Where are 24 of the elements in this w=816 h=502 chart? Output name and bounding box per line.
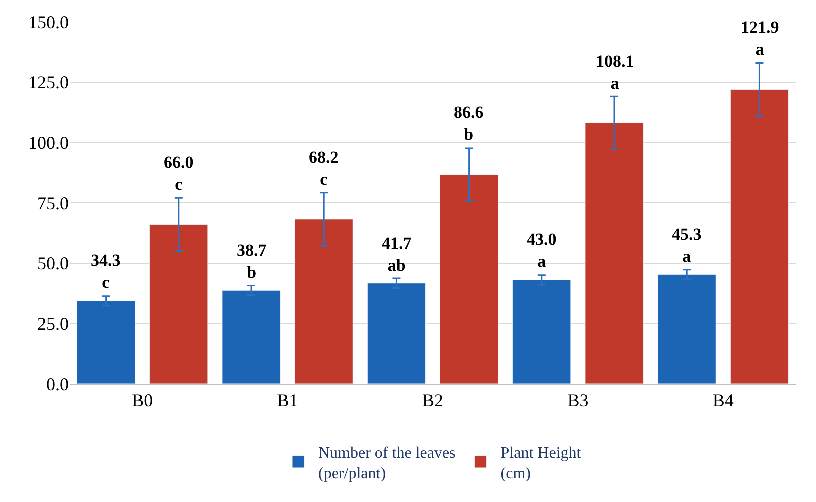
y-tick-label: 75.0 — [38, 193, 69, 214]
data-label: 34.3 c — [91, 251, 121, 292]
data-label: 66.0 c — [164, 153, 194, 194]
legend-label: Number of the leaves (per/plant) — [318, 444, 456, 483]
y-tick-label: 125.0 — [28, 72, 69, 93]
data-label: 41.7 ab — [382, 234, 412, 276]
data-label: 43.0 a — [527, 230, 557, 272]
x-tick-label: B1 — [277, 390, 298, 411]
data-label: 38.7 b — [237, 241, 268, 282]
x-tick-label: B4 — [712, 390, 734, 411]
y-tick-label: 0.0 — [46, 374, 69, 394]
legend-label: Plant Height (cm) — [500, 444, 582, 483]
y-tick-label: 25.0 — [38, 314, 69, 334]
x-tick-label: B3 — [568, 390, 589, 411]
y-tick-label: 50.0 — [38, 254, 69, 274]
y-tick-label: 100.0 — [28, 132, 69, 153]
y-tick-label: 150.0 — [28, 12, 69, 32]
data-label: 86.6 b — [454, 103, 484, 144]
data-label: 45.3 a — [672, 225, 702, 266]
x-tick-label: B2 — [422, 390, 444, 411]
data-label: 121.9 a — [741, 18, 780, 60]
data-label: 108.1 a — [596, 52, 634, 94]
data-label: 68.2 c — [309, 148, 339, 190]
x-tick-label: B0 — [132, 390, 154, 411]
